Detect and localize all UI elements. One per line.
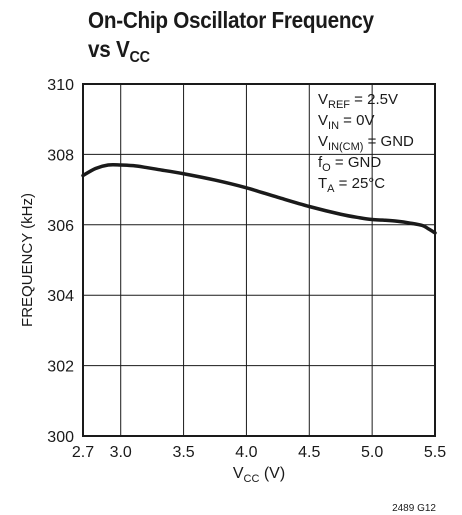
y-axis-label: FREQUENCY (kHz)	[19, 193, 36, 327]
chart-title: On-Chip Oscillator Frequency vs VCC	[88, 6, 421, 72]
y-tick-label: 308	[47, 147, 74, 164]
x-tick-label: 3.5	[172, 444, 194, 461]
chart-title-line2-prefix: vs V	[88, 36, 130, 62]
x-axis-label-sub: CC	[244, 473, 260, 485]
chart-title-line2: vs VCC	[88, 35, 421, 72]
x-tick-label: 5.0	[361, 444, 383, 461]
x-axis-label: VCC (V)	[233, 465, 285, 485]
y-tick-label: 304	[47, 288, 74, 305]
conditions-annotation: VREF = 2.5V VIN = 0V VIN(CM) = GND fO = …	[318, 91, 414, 195]
annotation-vincm: VIN(CM) = GND	[318, 133, 414, 153]
annotation-fo: fO = GND	[318, 154, 381, 174]
x-tick-label: 2.7	[72, 444, 94, 461]
y-tick-label: 302	[47, 359, 74, 376]
grid	[83, 84, 435, 436]
x-tick-label: 3.0	[110, 444, 132, 461]
chart-title-line1: On-Chip Oscillator Frequency	[88, 7, 374, 33]
x-tick-label: 5.5	[424, 444, 446, 461]
x-tick-label: 4.5	[298, 444, 320, 461]
annotation-ta: TA = 25°C	[318, 175, 385, 195]
series-line	[81, 162, 437, 235]
annotation-vin: VIN = 0V	[318, 112, 374, 132]
y-tick-label: 310	[47, 77, 74, 94]
x-tick-label: 4.0	[235, 444, 257, 461]
y-tick-label: 306	[47, 218, 74, 235]
x-axis-label-prefix: V	[233, 465, 244, 482]
x-axis-label-suffix: (V)	[259, 465, 285, 482]
tick-labels: 2.7 3.0 3.5 4.0 4.5 5.0 5.5 300 302 304 306 308 310	[47, 77, 446, 461]
y-tick-label: 300	[47, 429, 74, 446]
plot-frame	[82, 83, 436, 437]
annotation-vref: VREF = 2.5V	[318, 91, 398, 111]
chart-title-line2-sub: CC	[129, 49, 151, 66]
figure-id: 2489 G12	[392, 503, 436, 514]
